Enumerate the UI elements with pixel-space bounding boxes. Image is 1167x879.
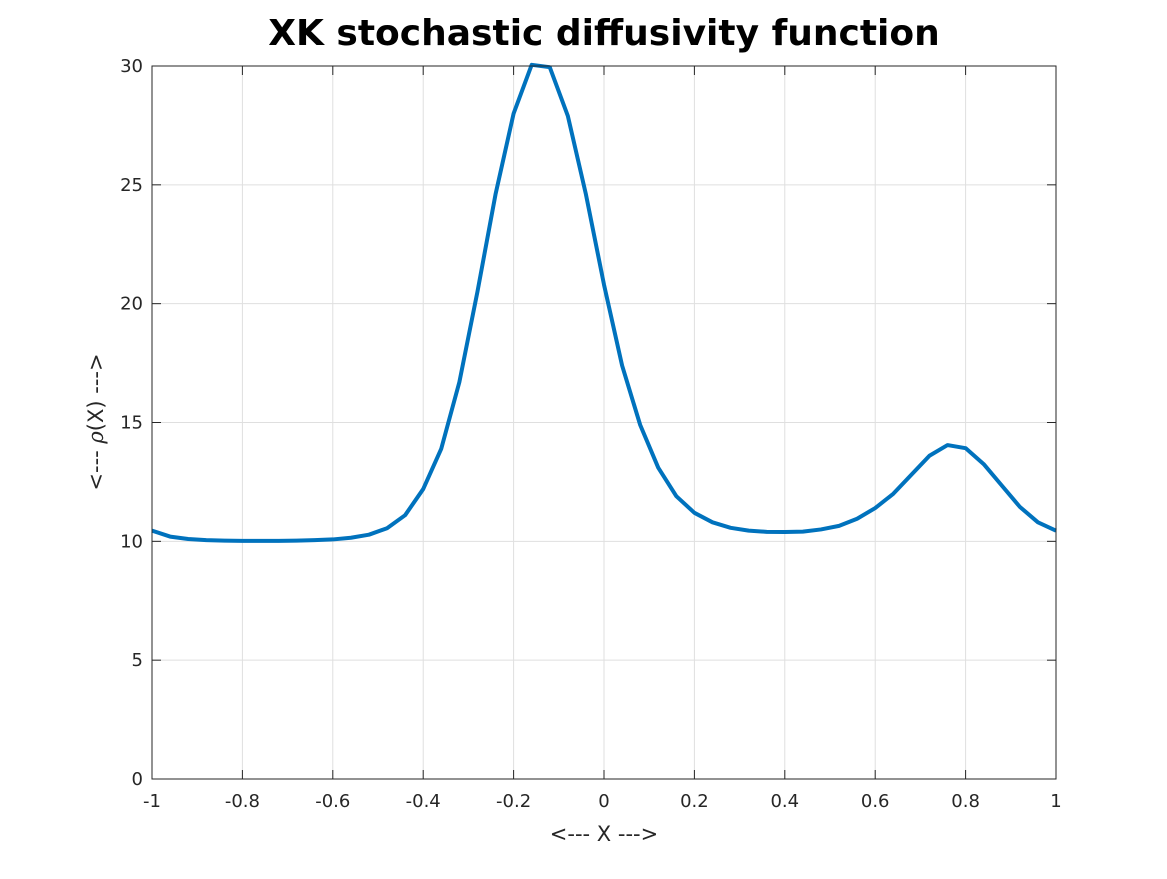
y-axis-label: <--- ρ(X) ---> bbox=[84, 353, 108, 490]
y-tick-label: 5 bbox=[132, 650, 143, 671]
y-axis-label-prefix: <--- bbox=[84, 444, 108, 491]
axes-box bbox=[151, 65, 1057, 780]
x-tick-label: 0 bbox=[598, 791, 609, 812]
x-tick-label: -0.8 bbox=[225, 791, 260, 812]
x-tick-label: 0.8 bbox=[951, 791, 980, 812]
x-tick-label: -0.2 bbox=[496, 791, 531, 812]
x-tick-label: 1 bbox=[1050, 791, 1061, 812]
y-axis-label-suffix: (X) ---> bbox=[84, 353, 108, 431]
x-tick-labels: -1 -0.8 -0.6 -0.4 -0.2 0 0.2 0.4 0.6 0.8 1 bbox=[143, 791, 1062, 812]
chart-title: XK stochastic diffusivity function bbox=[268, 13, 940, 54]
y-tick-labels: 0 5 10 15 20 25 30 bbox=[120, 56, 143, 790]
y-tick-label: 30 bbox=[120, 56, 143, 77]
x-axis-label: <--- X ---> bbox=[550, 822, 658, 846]
series-line bbox=[151, 62, 1057, 543]
x-tick-label: -0.4 bbox=[406, 791, 441, 812]
x-tick-label: -1 bbox=[143, 791, 161, 812]
x-tick-label: -0.6 bbox=[315, 791, 350, 812]
x-tick-label: 0.2 bbox=[680, 791, 709, 812]
y-tick-label: 10 bbox=[120, 531, 143, 552]
y-tick-label: 15 bbox=[120, 413, 143, 434]
x-tick-label: 0.6 bbox=[861, 791, 890, 812]
y-tick-label: 25 bbox=[120, 175, 143, 196]
x-tick-label: 0.4 bbox=[770, 791, 799, 812]
y-tick-label: 20 bbox=[120, 294, 143, 315]
data-series bbox=[151, 62, 1057, 543]
y-axis-label-symbol: ρ bbox=[84, 431, 108, 445]
y-tick-label: 0 bbox=[132, 769, 143, 790]
